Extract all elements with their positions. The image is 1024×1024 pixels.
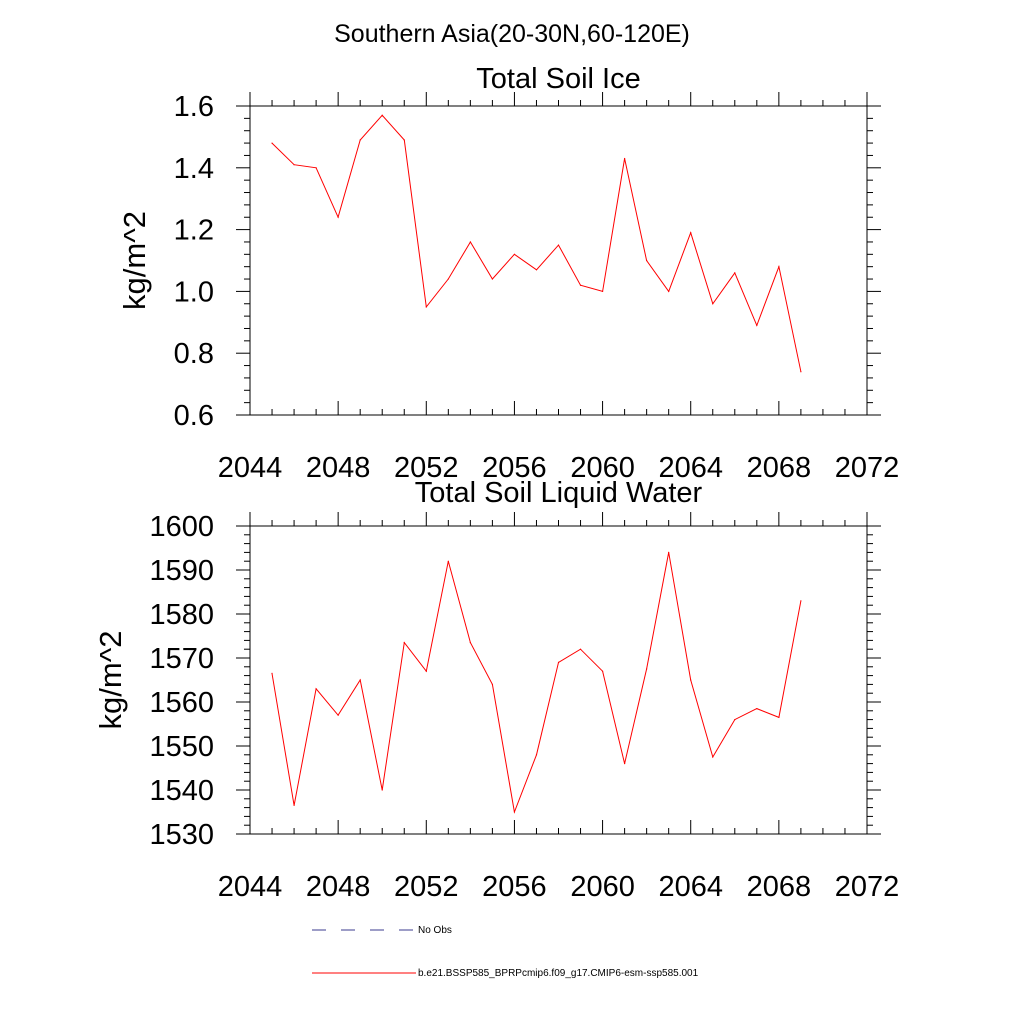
x-tick-label: 2052 — [394, 871, 459, 903]
y-tick-label: 1.2 — [174, 215, 214, 247]
data-point — [271, 142, 273, 144]
data-point — [690, 232, 692, 234]
legend-entry-no-obs: No Obs — [312, 925, 452, 936]
x-tick-label: 2068 — [747, 871, 812, 903]
data-point — [690, 679, 692, 681]
x-tick-label: 2056 — [482, 871, 547, 903]
data-point — [778, 716, 780, 719]
x-tick-label: 2060 — [570, 452, 635, 484]
data-point — [403, 139, 405, 141]
data-point — [293, 164, 295, 166]
data-point — [800, 371, 802, 373]
y-tick-label: 1580 — [149, 599, 214, 631]
data-point — [734, 272, 736, 274]
x-tick-label: 2048 — [306, 871, 371, 903]
data-point — [425, 670, 427, 672]
y-tick-label: 1540 — [149, 775, 214, 807]
data-point — [315, 688, 317, 690]
data-point — [800, 600, 802, 602]
x-tick-label: 2072 — [835, 871, 900, 903]
x-tick-label: 2048 — [306, 452, 371, 484]
data-point — [601, 670, 604, 672]
data-point — [403, 642, 405, 644]
data-point — [425, 306, 427, 308]
x-tick-label: 2064 — [658, 871, 723, 903]
data-point — [271, 672, 273, 675]
y-tick-label: 1.0 — [174, 276, 214, 308]
panel-total-soil-ice: Total Soil Ice kg/m^2 2044 2048 2052 2056 2060… — [117, 63, 899, 484]
data-point — [646, 668, 648, 670]
panel-total-soil-liquid-water: Total Soil Liquid Water kg/m^2 2044 2048 205… — [93, 477, 899, 903]
data-point — [557, 661, 560, 664]
data-point — [557, 244, 560, 246]
legend-label-model-run: b.e21.BSSP585_BPRPcmip6.f09_g17.CMIP6-es… — [418, 968, 699, 979]
y-tick-label: 1550 — [149, 731, 214, 763]
data-point — [337, 714, 339, 716]
data-point — [293, 804, 295, 807]
legend: No Obs b.e21.BSSP585_BPRPcmip6.f09_g17.C… — [312, 925, 699, 979]
data-point — [381, 114, 383, 116]
data-point — [535, 754, 538, 756]
x-tick-label: 2044 — [218, 452, 283, 484]
data-point — [315, 167, 317, 169]
data-point — [712, 756, 714, 758]
data-point — [491, 278, 493, 280]
x-tick-label: 2060 — [570, 871, 635, 903]
y-tick-label: 1.6 — [174, 91, 214, 123]
plot-frame — [249, 105, 868, 416]
data-point — [381, 789, 383, 791]
data-point — [359, 679, 361, 681]
figure-suptitle: Southern Asia(20-30N,60-120E) — [334, 20, 690, 48]
data-point — [734, 719, 736, 721]
data-point — [579, 648, 582, 650]
data-point — [491, 683, 493, 686]
x-tick-label: 2068 — [747, 452, 812, 484]
data-point — [447, 278, 449, 280]
data-point — [337, 216, 339, 218]
data-point — [646, 259, 648, 262]
y-tick-label: 1530 — [149, 819, 214, 851]
y-tick-label: 1600 — [149, 511, 214, 543]
y-tick-label: 1590 — [149, 555, 214, 587]
x-tick-label: 2072 — [835, 452, 900, 484]
y-tick-label: 1570 — [149, 643, 214, 675]
x-tick-label: 2052 — [394, 452, 459, 484]
y-tick-label: 1.4 — [174, 153, 214, 185]
data-point — [513, 811, 516, 813]
y-axis-label: kg/m^2 — [93, 631, 128, 730]
data-point — [469, 241, 471, 243]
x-tick-label: 2044 — [218, 871, 283, 903]
data-point — [668, 551, 670, 554]
legend-entry-model-run: b.e21.BSSP585_BPRPcmip6.f09_g17.CMIP6-es… — [312, 968, 699, 979]
data-point — [579, 284, 582, 286]
y-tick-label: 0.8 — [174, 338, 214, 370]
data-point — [778, 266, 780, 268]
data-point — [469, 642, 471, 644]
data-point — [624, 763, 626, 765]
panel-title: Total Soil Ice — [476, 63, 640, 95]
y-tick-label: 0.6 — [174, 400, 214, 432]
data-point — [601, 290, 604, 292]
data-point — [513, 253, 516, 255]
plot-frame — [249, 525, 868, 835]
data-point — [756, 708, 758, 710]
series-line — [271, 114, 802, 372]
legend-label-no-obs: No Obs — [418, 925, 452, 936]
data-point — [447, 560, 449, 562]
data-point — [756, 324, 758, 326]
y-axis-label: kg/m^2 — [117, 211, 152, 310]
panel-title: Total Soil Liquid Water — [415, 477, 703, 509]
x-tick-label: 2064 — [658, 452, 723, 484]
data-point — [712, 303, 714, 305]
data-point — [668, 290, 670, 292]
data-point — [535, 269, 538, 271]
data-point — [359, 139, 361, 141]
data-point — [624, 157, 626, 160]
series-line — [271, 552, 802, 814]
y-tick-label: 1560 — [149, 687, 214, 719]
x-tick-label: 2056 — [482, 452, 547, 484]
